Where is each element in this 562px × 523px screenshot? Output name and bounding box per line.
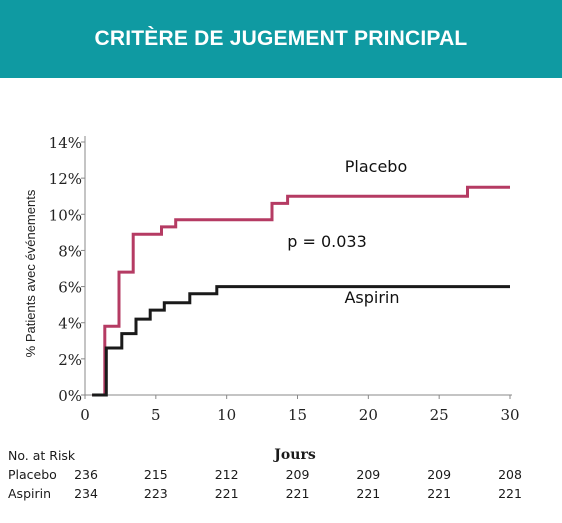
risk-cell: 234	[74, 486, 98, 501]
risk-cell: 212	[214, 467, 239, 482]
aspirin-series-line	[92, 285, 510, 397]
risk-cell: 221	[498, 486, 522, 501]
x-tick-label: 25	[430, 406, 449, 424]
y-tick-label: 12%	[49, 170, 82, 188]
risk-cell: 221	[427, 486, 452, 501]
risk-cell: 221	[285, 486, 310, 501]
p-value-annotation: p = 0.033	[287, 232, 367, 251]
risk-cell: 223	[143, 486, 168, 501]
y-tick-label: 6%	[58, 279, 82, 297]
y-tick-label: 8%	[58, 242, 82, 260]
risk-cell: 236	[74, 467, 98, 482]
risk-cell: 221	[356, 486, 381, 501]
risk-cell: 209	[427, 467, 452, 482]
risk-row-label: Placebo	[8, 467, 57, 482]
x-tick-label: 5	[151, 406, 161, 424]
y-tick-label: 0%	[58, 387, 82, 405]
risk-table-title: No. at Risk	[8, 448, 76, 463]
risk-cell: 208	[498, 467, 522, 482]
y-tick-label: 4%	[58, 315, 82, 333]
risk-row-label: Aspirin	[8, 486, 52, 501]
x-tick-label: 20	[359, 406, 378, 424]
y-axis-label: % Patients avec événements	[23, 189, 38, 357]
placebo-series-line	[92, 185, 510, 397]
x-tick-label: 30	[500, 406, 519, 424]
page-title: CRITÈRE DE JUGEMENT PRINCIPAL	[94, 27, 468, 50]
placebo-series-label: Placebo	[345, 157, 407, 176]
risk-cell: 209	[285, 467, 310, 482]
x-tick-label: 10	[217, 406, 236, 424]
risk-cell: 221	[214, 486, 239, 501]
y-tick-label: 14%	[49, 134, 82, 152]
y-tick-label: 10%	[49, 206, 82, 224]
x-tick-label: 0	[80, 406, 90, 424]
aspirin-series-label: Aspirin	[344, 288, 399, 307]
y-tick-label: 2%	[58, 351, 82, 369]
header-banner	[0, 0, 562, 78]
risk-cell: 215	[143, 467, 168, 482]
risk-cell: 209	[356, 467, 381, 482]
x-tick-label: 15	[288, 406, 307, 424]
x-axis-label: Jours	[274, 447, 316, 463]
